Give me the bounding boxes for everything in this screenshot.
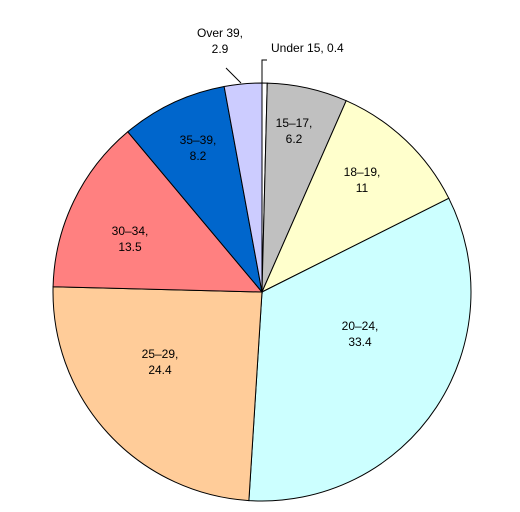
pie-slice-25-29 xyxy=(52,286,263,502)
pie-slice-30-34 xyxy=(52,131,264,293)
data-label-25-29: 25–29, 24.4 xyxy=(142,347,179,377)
data-label-20-24: 20–24, 33.4 xyxy=(342,319,379,349)
data-label-30-34: 30–34, 13.5 xyxy=(112,224,149,254)
data-label-18-19: 18–19, 11 xyxy=(344,165,381,195)
leader-line-under-15 xyxy=(261,59,267,86)
data-label-under-15: Under 15, 0.4 xyxy=(271,41,344,55)
data-label-over-39: Over 39, 2.9 xyxy=(197,26,243,56)
pie-slice-18-19 xyxy=(260,100,450,294)
pie-slice-35-39 xyxy=(127,85,263,294)
data-label-15-17: 15–17, 6.2 xyxy=(276,116,313,146)
leader-line-over-39 xyxy=(225,67,242,84)
data-label-35-39: 35–39, 8.2 xyxy=(180,133,217,163)
pie-slice-20-24 xyxy=(248,197,472,502)
